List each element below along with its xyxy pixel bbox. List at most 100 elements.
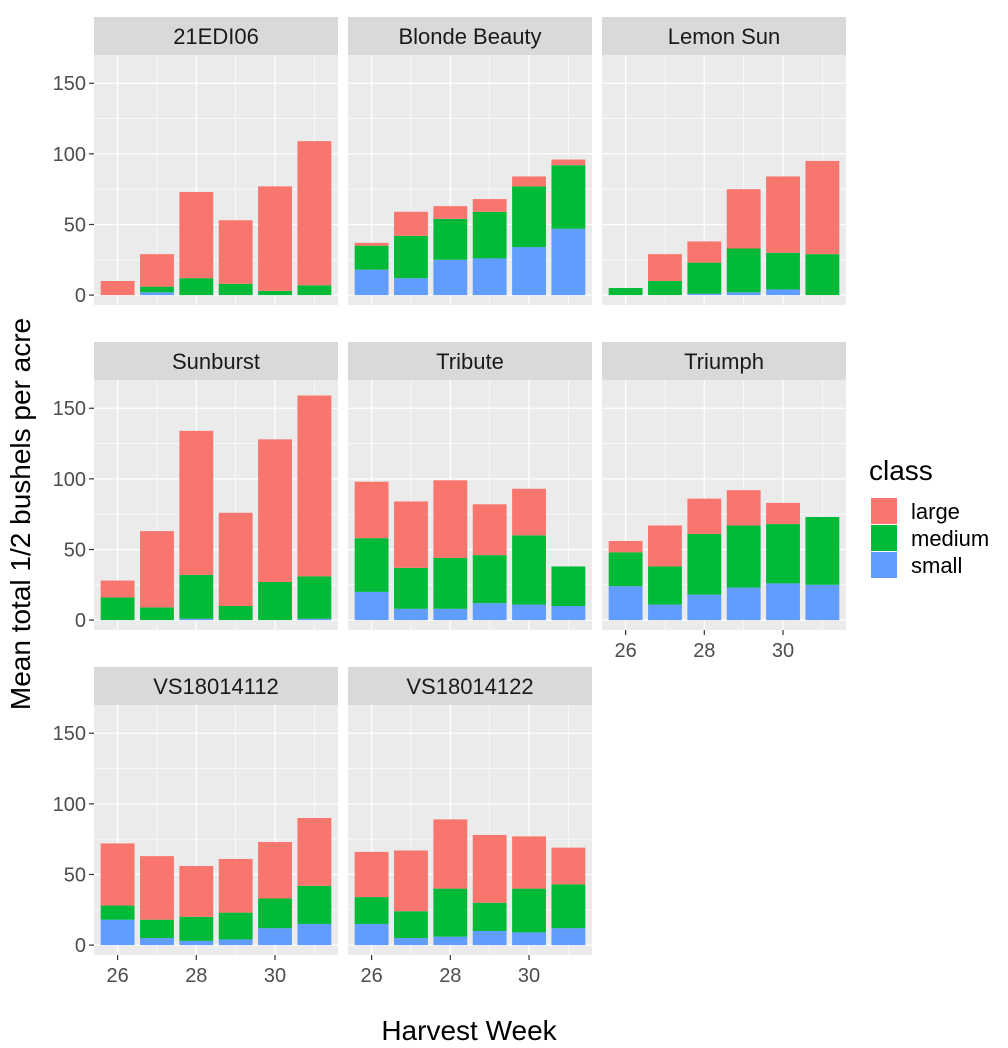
bar-segment-large	[687, 241, 722, 263]
bar-segment-large	[433, 819, 468, 889]
y-tick-label: 100	[53, 794, 86, 816]
bar-segment-large	[218, 220, 253, 284]
bar-segment-large	[472, 504, 507, 556]
facet-strip	[348, 342, 592, 380]
bar-segment-medium	[648, 566, 682, 605]
bar-segment-large	[512, 836, 546, 889]
bar-segment-small	[100, 919, 135, 946]
bar-segment-large	[648, 525, 682, 567]
x-tick-label: 30	[772, 640, 794, 662]
legend-swatch-medium	[871, 525, 897, 551]
bar-segment-large	[433, 206, 468, 219]
facet-strip-label: Tribute	[436, 349, 504, 374]
bar-segment-small	[472, 258, 507, 296]
legend-label-medium: medium	[911, 526, 989, 551]
bar-segment-medium	[218, 605, 253, 621]
bar-segment-medium	[687, 262, 722, 294]
bar-segment-medium	[394, 235, 428, 279]
bar-segment-large	[394, 850, 428, 912]
legend-swatch-large	[871, 498, 897, 524]
bar-segment-medium	[100, 905, 135, 920]
bar-segment-medium	[218, 283, 253, 296]
bar-segment-medium	[472, 211, 507, 259]
facet-sunburst: Sunburst 0 50 100 150	[53, 342, 338, 632]
y-axis-title: Mean total 1/2 bushels per acre	[5, 318, 36, 710]
bar-segment-large	[100, 280, 135, 296]
bar-segment-medium	[354, 538, 389, 592]
bar-segment-medium	[100, 597, 135, 621]
bar-segment-large	[687, 498, 722, 534]
bar-segment-medium	[297, 285, 332, 296]
x-tick-label: 28	[185, 965, 207, 987]
panel-background	[94, 705, 338, 955]
facet-strip	[602, 342, 846, 380]
facet-strip-label: VS18014122	[406, 674, 533, 699]
bar-segment-medium	[258, 898, 292, 929]
bar-segment-small	[512, 247, 546, 296]
panel-background	[94, 380, 338, 630]
x-tick-label: 28	[439, 965, 461, 987]
bar-segment-medium	[140, 919, 174, 939]
bar-segment-large	[608, 541, 643, 553]
bar-segment-medium	[726, 525, 761, 588]
bar-segment-medium	[140, 607, 174, 621]
bar-segment-medium	[766, 252, 800, 290]
bar-segment-medium	[218, 912, 253, 940]
y-tick-label: 0	[75, 285, 86, 307]
bar-segment-small	[394, 608, 428, 621]
bar-segment-small	[551, 605, 586, 621]
bar-segment-medium	[179, 278, 214, 296]
bar-segment-small	[179, 940, 214, 946]
bar-segment-large	[218, 858, 253, 913]
bar-segment-medium	[512, 186, 546, 248]
bar-segment-small	[394, 278, 428, 296]
bar-segment-small	[354, 591, 389, 621]
bar-segment-medium	[354, 897, 389, 924]
bar-segment-large	[258, 842, 292, 899]
bar-segment-medium	[433, 557, 468, 609]
bar-segment-small	[354, 269, 389, 296]
bar-segment-medium	[766, 524, 800, 584]
x-tick-label: 28	[693, 640, 715, 662]
panel-background	[348, 380, 592, 630]
bar-segment-large	[551, 847, 586, 885]
bar-segment-large	[354, 481, 389, 539]
y-tick-label: 50	[64, 864, 86, 886]
facet-strip	[602, 17, 846, 55]
panel-background	[348, 55, 592, 305]
bar-segment-medium	[140, 286, 174, 293]
bar-segment-medium	[512, 535, 546, 605]
bar-segment-small	[140, 938, 174, 946]
panel-background	[602, 55, 846, 305]
bar-segment-small	[297, 618, 332, 621]
panel-background	[348, 705, 592, 955]
bar-segment-large	[354, 851, 389, 898]
facet-strip-label: 21EDI06	[173, 24, 259, 49]
y-tick-label: 100	[53, 144, 86, 166]
bar-segment-small	[512, 604, 546, 621]
bar-segment-small	[433, 259, 468, 296]
y-tick-label: 0	[75, 935, 86, 957]
legend-label-small: small	[911, 553, 962, 578]
facet-strip-label: Sunburst	[172, 349, 260, 374]
legend-title: class	[869, 455, 933, 486]
bar-segment-small	[726, 587, 761, 621]
bar-segment-small	[472, 603, 507, 621]
facet-strip-label: Lemon Sun	[668, 24, 781, 49]
facet-21edi06: 21EDI06 0 50 100 150	[53, 17, 338, 307]
bar-segment-large	[726, 189, 761, 249]
bar-segment-large	[766, 176, 800, 253]
bar-segment-large	[140, 531, 174, 608]
facet-lemon-sun: Lemon Sun	[602, 17, 846, 305]
bar-segment-medium	[805, 254, 840, 296]
bar-segment-small	[687, 293, 722, 296]
bar-segment-small	[551, 228, 586, 296]
bar-segment-large	[179, 866, 214, 917]
y-tick-label: 150	[53, 73, 86, 95]
facet-strip-label: Blonde Beauty	[398, 24, 541, 49]
y-tick-label: 150	[53, 398, 86, 420]
x-tick-label: 26	[106, 965, 128, 987]
